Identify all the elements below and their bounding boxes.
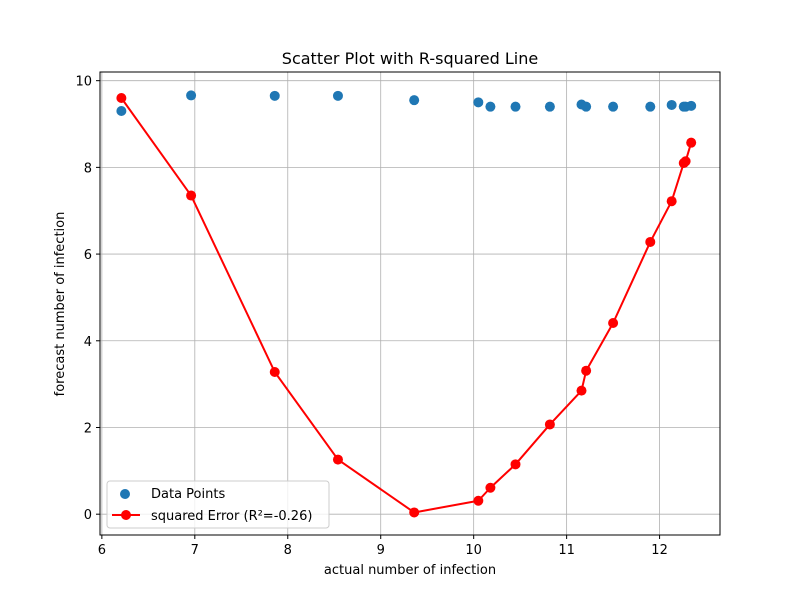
x-tick-label: 7 bbox=[191, 543, 199, 558]
legend-box bbox=[106, 480, 330, 529]
data-point bbox=[510, 101, 521, 112]
data-point bbox=[645, 101, 656, 112]
y-tick-label: 10 bbox=[75, 75, 92, 90]
data-point bbox=[116, 106, 127, 117]
squared-error-point bbox=[666, 196, 677, 207]
data-point bbox=[332, 90, 343, 101]
legend: Data Points squared Error (R²=-0.26) bbox=[106, 480, 330, 529]
x-tick-label: 8 bbox=[284, 543, 292, 558]
squared-error-point bbox=[510, 459, 521, 470]
data-point bbox=[666, 99, 677, 110]
data-point bbox=[608, 101, 619, 112]
x-tick-label: 12 bbox=[651, 543, 668, 558]
x-tick-label: 10 bbox=[465, 543, 482, 558]
y-tick-label: 4 bbox=[84, 335, 92, 350]
squared-error-point bbox=[686, 137, 697, 148]
squared-error-point bbox=[116, 93, 127, 104]
data-point bbox=[581, 101, 592, 112]
x-ticks: 6 7 8 9 10 11 12 bbox=[98, 535, 668, 558]
squared-error-point bbox=[581, 365, 592, 376]
data-point bbox=[686, 100, 697, 111]
squared-error-point bbox=[608, 318, 619, 329]
squared-error-point bbox=[544, 419, 555, 430]
legend-marker-data-points bbox=[120, 489, 130, 499]
x-tick-label: 6 bbox=[98, 543, 106, 558]
data-point bbox=[485, 101, 496, 112]
squared-error-point bbox=[576, 385, 587, 396]
x-axis-title: actual number of infection bbox=[324, 563, 496, 578]
y-tick-label: 8 bbox=[84, 161, 92, 176]
data-point bbox=[473, 97, 484, 108]
plot-frame bbox=[99, 71, 721, 536]
squared-error-point bbox=[409, 507, 420, 518]
squared-error-point bbox=[473, 495, 484, 506]
squared-error-point bbox=[186, 190, 197, 201]
squared-error-point bbox=[680, 156, 691, 167]
squared-error-point bbox=[269, 366, 280, 377]
y-tick-label: 2 bbox=[84, 421, 92, 436]
y-ticks: 0 2 4 6 8 10 bbox=[75, 75, 100, 523]
chart-title: Scatter Plot with R-squared Line bbox=[282, 49, 538, 68]
data-point bbox=[409, 95, 420, 106]
series-area bbox=[116, 90, 697, 518]
squared-error-point bbox=[485, 482, 496, 493]
squared-error-point bbox=[645, 236, 656, 247]
y-tick-label: 0 bbox=[84, 508, 92, 523]
legend-label-squared-error: squared Error (R²=-0.26) bbox=[151, 509, 312, 524]
data-point bbox=[186, 90, 197, 101]
x-tick-label: 11 bbox=[558, 543, 575, 558]
data-point bbox=[544, 101, 555, 112]
x-tick-label: 9 bbox=[377, 543, 385, 558]
y-axis-title: forecast number of infection bbox=[53, 212, 68, 397]
legend-label-data-points: Data Points bbox=[151, 487, 225, 502]
data-point bbox=[269, 90, 280, 101]
squared-error-point bbox=[332, 454, 343, 465]
legend-marker-squared-error bbox=[121, 510, 131, 520]
y-tick-label: 6 bbox=[84, 248, 92, 263]
